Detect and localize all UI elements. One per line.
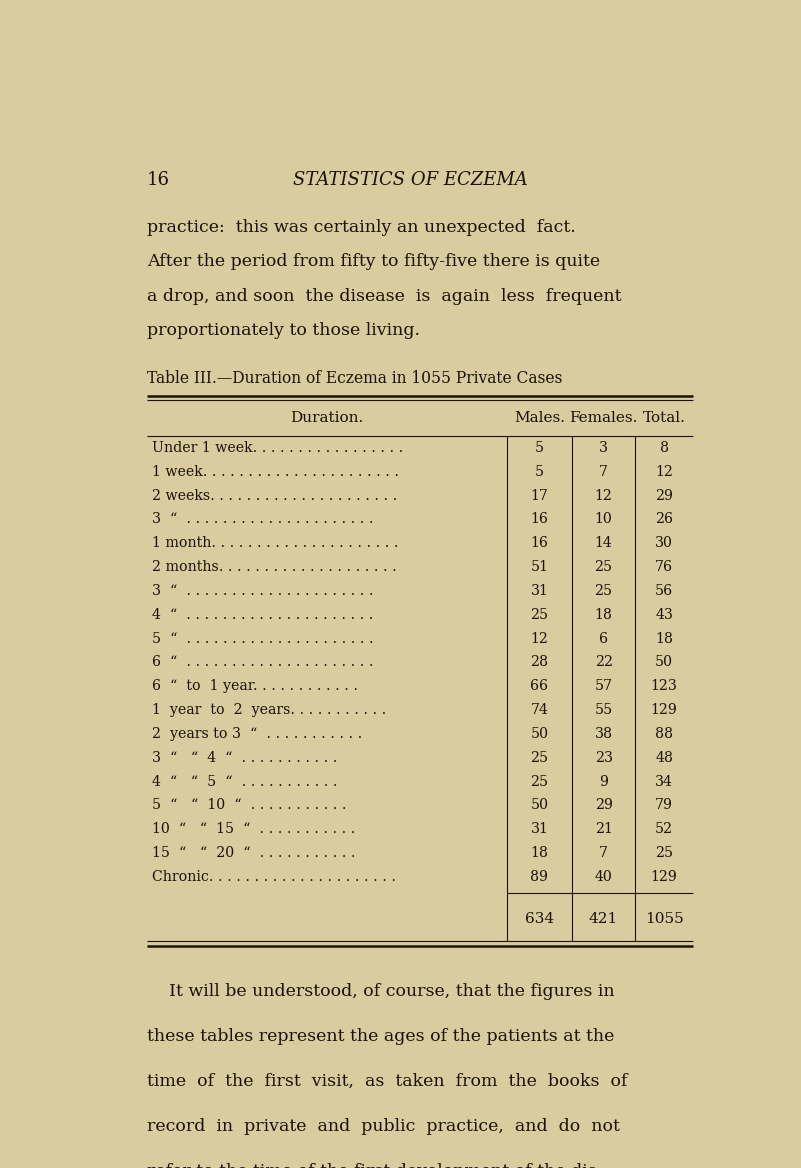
Text: 31: 31 [530,584,548,598]
Text: Under 1 week. . . . . . . . . . . . . . . . .: Under 1 week. . . . . . . . . . . . . . … [151,442,403,456]
Text: 23: 23 [594,751,613,765]
Text: 15  “   “  20  “  . . . . . . . . . . .: 15 “ “ 20 “ . . . . . . . . . . . [151,846,355,860]
Text: a drop, and soon  the disease  is  again  less  frequent: a drop, and soon the disease is again le… [147,287,622,305]
Text: 14: 14 [594,536,613,550]
Text: It will be understood, of course, that the figures in: It will be understood, of course, that t… [147,983,614,1000]
Text: 22: 22 [594,655,613,669]
Text: 66: 66 [530,680,549,694]
Text: 28: 28 [530,655,549,669]
Text: Total.: Total. [642,411,686,425]
Text: 3  “  . . . . . . . . . . . . . . . . . . . . .: 3 “ . . . . . . . . . . . . . . . . . . … [151,513,373,527]
Text: 29: 29 [594,799,613,813]
Text: 6  “  to  1 year. . . . . . . . . . . .: 6 “ to 1 year. . . . . . . . . . . . [151,680,358,694]
Text: 25: 25 [530,774,549,788]
Text: 17: 17 [530,488,548,502]
Text: 25: 25 [530,607,549,621]
Text: these tables represent the ages of the patients at the: these tables represent the ages of the p… [147,1028,614,1045]
Text: 25: 25 [594,561,613,575]
Text: proportionately to those living.: proportionately to those living. [147,322,420,339]
Text: 18: 18 [594,607,613,621]
Text: 123: 123 [650,680,678,694]
Text: refer to the time of the first development of the dis-: refer to the time of the first developme… [147,1163,602,1168]
Text: 31: 31 [530,822,548,836]
Text: 50: 50 [655,655,673,669]
Text: 89: 89 [530,870,549,884]
Text: 26: 26 [655,513,673,527]
Text: 76: 76 [655,561,673,575]
Text: STATISTICS OF ECZEMA: STATISTICS OF ECZEMA [293,171,528,189]
Text: 51: 51 [530,561,549,575]
Text: 12: 12 [594,488,613,502]
Text: 29: 29 [655,488,673,502]
Text: After the period from fifty to fifty-five there is quite: After the period from fifty to fifty-fiv… [147,253,600,271]
Text: 5: 5 [535,442,544,456]
Text: record  in  private  and  public  practice,  and  do  not: record in private and public practice, a… [147,1118,619,1135]
Text: 30: 30 [655,536,673,550]
Text: 6  “  . . . . . . . . . . . . . . . . . . . . .: 6 “ . . . . . . . . . . . . . . . . . . … [151,655,373,669]
Text: 2  years to 3  “  . . . . . . . . . . .: 2 years to 3 “ . . . . . . . . . . . [151,726,362,741]
Text: 12: 12 [530,632,548,646]
Text: 4  “  . . . . . . . . . . . . . . . . . . . . .: 4 “ . . . . . . . . . . . . . . . . . . … [151,607,373,621]
Text: 3: 3 [599,442,608,456]
Text: 48: 48 [655,751,673,765]
Text: 10  “   “  15  “  . . . . . . . . . . .: 10 “ “ 15 “ . . . . . . . . . . . [151,822,355,836]
Text: 1 week. . . . . . . . . . . . . . . . . . . . . .: 1 week. . . . . . . . . . . . . . . . . … [151,465,399,479]
Text: 16: 16 [147,171,170,189]
Text: 57: 57 [594,680,613,694]
Text: Females.: Females. [570,411,638,425]
Text: Males.: Males. [513,411,565,425]
Text: 16: 16 [530,536,548,550]
Text: 50: 50 [530,726,549,741]
Text: 25: 25 [594,584,613,598]
Text: 2 weeks. . . . . . . . . . . . . . . . . . . . .: 2 weeks. . . . . . . . . . . . . . . . .… [151,488,397,502]
Text: 9: 9 [599,774,608,788]
Text: 18: 18 [530,846,548,860]
Text: 25: 25 [655,846,673,860]
Text: 3  “   “  4  “  . . . . . . . . . . .: 3 “ “ 4 “ . . . . . . . . . . . [151,751,337,765]
Text: 7: 7 [599,465,608,479]
Text: 56: 56 [655,584,673,598]
Text: Table III.—Duration of Eczema in 1055 Private Cases: Table III.—Duration of Eczema in 1055 Pr… [147,370,562,388]
Text: 40: 40 [594,870,613,884]
Text: 55: 55 [594,703,613,717]
Text: 5  “   “  10  “  . . . . . . . . . . .: 5 “ “ 10 “ . . . . . . . . . . . [151,799,346,813]
Text: 634: 634 [525,911,553,925]
Text: 3  “  . . . . . . . . . . . . . . . . . . . . .: 3 “ . . . . . . . . . . . . . . . . . . … [151,584,373,598]
Text: 129: 129 [650,703,678,717]
Text: practice:  this was certainly an unexpected  fact.: practice: this was certainly an unexpect… [147,220,575,236]
Text: 74: 74 [530,703,548,717]
Text: 1  year  to  2  years. . . . . . . . . . .: 1 year to 2 years. . . . . . . . . . . [151,703,386,717]
Text: time  of  the  first  visit,  as  taken  from  the  books  of: time of the first visit, as taken from t… [147,1073,627,1090]
Text: 5: 5 [535,465,544,479]
Text: 21: 21 [594,822,613,836]
Text: 8: 8 [659,442,669,456]
Text: 38: 38 [594,726,613,741]
Text: 50: 50 [530,799,549,813]
Text: 7: 7 [599,846,608,860]
Text: 34: 34 [655,774,673,788]
Text: Duration.: Duration. [290,411,364,425]
Text: 88: 88 [655,726,673,741]
Text: 5  “  . . . . . . . . . . . . . . . . . . . . .: 5 “ . . . . . . . . . . . . . . . . . . … [151,632,373,646]
Text: 79: 79 [655,799,673,813]
Text: 1055: 1055 [645,911,683,925]
Text: 421: 421 [589,911,618,925]
Text: 4  “   “  5  “  . . . . . . . . . . .: 4 “ “ 5 “ . . . . . . . . . . . [151,774,337,788]
Text: 10: 10 [594,513,613,527]
Text: 18: 18 [655,632,673,646]
Text: 129: 129 [650,870,678,884]
Text: 52: 52 [655,822,673,836]
Text: 16: 16 [530,513,548,527]
Text: 12: 12 [655,465,673,479]
Text: 25: 25 [530,751,549,765]
Text: 6: 6 [599,632,608,646]
Text: 1 month. . . . . . . . . . . . . . . . . . . . .: 1 month. . . . . . . . . . . . . . . . .… [151,536,398,550]
Text: 2 months. . . . . . . . . . . . . . . . . . . .: 2 months. . . . . . . . . . . . . . . . … [151,561,396,575]
Text: 43: 43 [655,607,673,621]
Text: Chronic. . . . . . . . . . . . . . . . . . . . .: Chronic. . . . . . . . . . . . . . . . .… [151,870,396,884]
